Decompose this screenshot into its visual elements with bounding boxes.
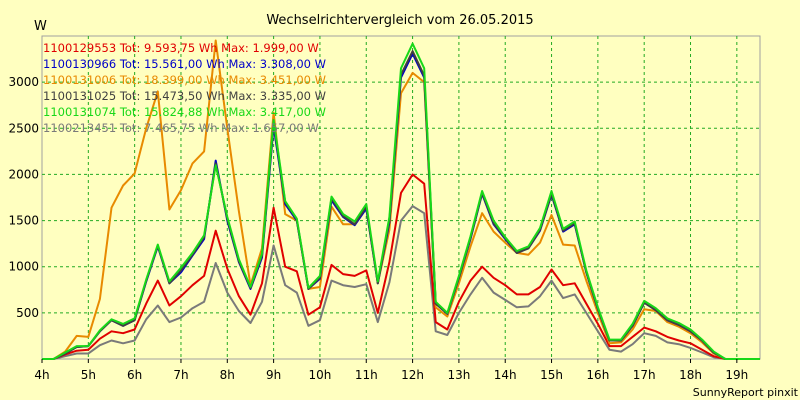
x-tick-label: 8h	[220, 368, 235, 382]
legend-entry: 1100131006 Tot: 18.399,00 Wh Max: 3.451,…	[43, 73, 326, 87]
x-tick-label: 9h	[266, 368, 281, 382]
x-tick-label: 17h	[633, 368, 656, 382]
series-line-1100131006	[42, 39, 760, 360]
x-tick-label: 6h	[127, 368, 142, 382]
legend-entry: 1100131025 Tot: 15.473,50 Wh Max: 3.335,…	[43, 89, 326, 103]
y-tick-label: 1500	[8, 214, 39, 228]
series-layer	[42, 39, 760, 360]
x-tick-label: 19h	[725, 368, 748, 382]
x-tick-label: 10h	[308, 368, 331, 382]
legend: 1100129553 Tot: 9.593,75 Wh Max: 1.999,0…	[43, 41, 326, 135]
y-tick-label: 2000	[8, 167, 39, 181]
x-tick-label: 16h	[586, 368, 609, 382]
x-tick-label: 5h	[81, 368, 96, 382]
x-tick-label: 7h	[173, 368, 188, 382]
series-line-1100131074	[42, 42, 760, 360]
y-tick-label: 1000	[8, 260, 39, 274]
chart-title: Wechselrichtervergleich vom 26.05.2015	[266, 13, 533, 28]
x-tick-label: 18h	[679, 368, 702, 382]
legend-entry: 1100130966 Tot: 15.561,00 Wh Max: 3.308,…	[43, 57, 326, 71]
y-tick-label: 2500	[8, 121, 39, 135]
y-tick-label: 500	[16, 306, 39, 320]
x-tick-label: 13h	[447, 368, 470, 382]
x-tick-label: 4h	[34, 368, 49, 382]
footer-credit: SunnyReport pinxit	[693, 386, 799, 399]
legend-entry: 1100131074 Tot: 15.824,88 Wh Max: 3.417,…	[43, 105, 326, 119]
legend-entry: 1100213451 Tot: 7.465,75 Wh Max: 1.657,0…	[43, 121, 319, 135]
x-tick-label: 12h	[401, 368, 424, 382]
y-tick-label: 3000	[8, 75, 39, 89]
series-line-1100213451	[42, 205, 760, 360]
x-tick-label: 14h	[494, 368, 517, 382]
series-line-1100129553	[42, 173, 760, 360]
legend-entry: 1100129553 Tot: 9.593,75 Wh Max: 1.999,0…	[43, 41, 319, 55]
x-tick-label: 15h	[540, 368, 563, 382]
axis-ticks: 500 1000 1500 2000 2500 3000 4h 5h 6h 7h 8h 9h 10h 11…	[8, 75, 748, 382]
y-axis-unit-label: W	[34, 19, 47, 34]
x-tick-label: 11h	[355, 368, 378, 382]
